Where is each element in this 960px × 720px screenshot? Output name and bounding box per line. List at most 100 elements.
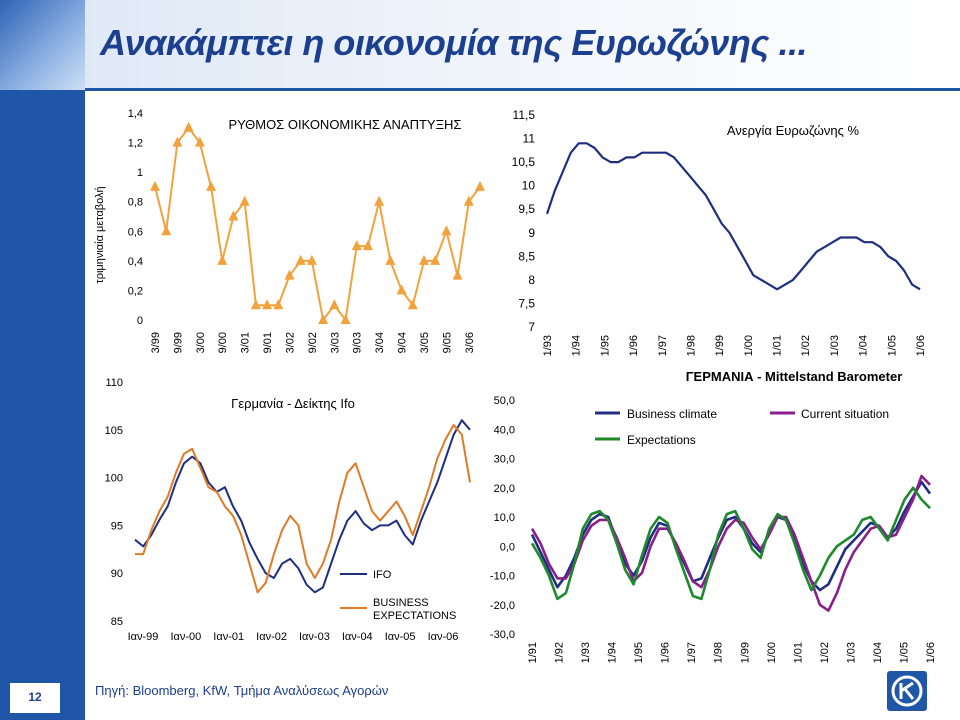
x-tick-label: 1/98 bbox=[713, 642, 725, 663]
gdp-point bbox=[340, 314, 351, 324]
x-tick-label: Ιαν-02 bbox=[256, 631, 287, 643]
gdp-point bbox=[217, 254, 228, 265]
y-tick-label: 10,0 bbox=[494, 512, 515, 524]
gdp-point bbox=[306, 254, 317, 265]
y-tick-label: 1,4 bbox=[128, 108, 143, 120]
x-tick-label: 9/04 bbox=[397, 332, 409, 353]
page-title: Ανακάμπτει η οικονομία της Ευρωζώνης ... bbox=[100, 22, 807, 63]
y-axis-label: τριμηνιαία μεταβολή bbox=[94, 186, 106, 283]
y-tick-label: 40,0 bbox=[494, 424, 515, 436]
ifo-chart: Γερμανία - Δείκτης Ifo 85 90 95 100 105 110 Ια… bbox=[105, 377, 471, 643]
bank-logo bbox=[887, 671, 927, 711]
gdp-point bbox=[183, 121, 194, 132]
x-tick-label: Ιαν-99 bbox=[128, 631, 159, 643]
gdp-point bbox=[441, 225, 452, 236]
title-bar bbox=[85, 0, 960, 90]
gdp-point bbox=[284, 269, 295, 280]
x-tick-label: 3/99 bbox=[150, 332, 162, 353]
y-tick-label: 0,0 bbox=[500, 541, 515, 553]
legend-label-ifo: IFO bbox=[373, 569, 392, 581]
gdp-growth-chart: ΡΥΘΜΟΣ ΟΙΚΟΝΟΜΙΚΗΣ ΑΝΑΠΤΥΞΗΣ τριμηνιαία … bbox=[94, 108, 485, 353]
expectations-series-line bbox=[530, 486, 931, 601]
y-tick-label: 50,0 bbox=[494, 395, 515, 407]
x-tick-label: 3/02 bbox=[284, 332, 296, 353]
gdp-point bbox=[418, 254, 429, 265]
y-tick-label: 0,8 bbox=[128, 197, 143, 209]
x-tick-label: 1/05 bbox=[886, 335, 898, 356]
x-tick-label: 1/00 bbox=[743, 335, 755, 356]
legend-label-current-situation: Current situation bbox=[801, 407, 889, 421]
x-tick-label: 3/00 bbox=[195, 332, 207, 353]
x-tick-label: Ιαν-03 bbox=[299, 631, 330, 643]
expectations-series-line bbox=[135, 424, 471, 594]
x-tick-label: Ιαν-04 bbox=[342, 631, 373, 643]
gdp-point bbox=[228, 210, 239, 221]
gdp-point bbox=[362, 240, 373, 251]
x-tick-label: 1/91 bbox=[527, 642, 539, 663]
gdp-point bbox=[239, 195, 250, 206]
y-tick-label: 85 bbox=[111, 616, 123, 628]
y-tick-label: 8,5 bbox=[518, 249, 535, 263]
business-climate-series-line bbox=[530, 480, 932, 592]
y-tick-label: -20,0 bbox=[490, 600, 515, 612]
logo-corner bbox=[0, 0, 85, 90]
chart-title: ΓΕΡΜΑΝΙΑ - Mittelstand Barometer bbox=[686, 369, 903, 384]
gdp-point bbox=[295, 254, 306, 265]
gdp-point bbox=[351, 240, 362, 251]
y-tick-label: 1 bbox=[137, 167, 143, 179]
gdp-point bbox=[194, 136, 205, 147]
x-tick-label: 9/01 bbox=[262, 332, 274, 353]
y-tick-label: 10,5 bbox=[512, 155, 536, 169]
x-tick-label: 1/03 bbox=[845, 642, 857, 663]
x-tick-label: Ιαν-06 bbox=[428, 631, 459, 643]
x-tick-label: 1/01 bbox=[772, 335, 784, 356]
gdp-point bbox=[273, 299, 284, 310]
y-tick-label: 95 bbox=[111, 520, 123, 532]
gdp-point bbox=[407, 299, 418, 310]
left-sidebar bbox=[0, 90, 85, 720]
unemployment-series-line bbox=[545, 142, 921, 291]
gdp-point bbox=[374, 195, 385, 206]
gdp-point bbox=[161, 225, 172, 236]
x-tick-label: 1/97 bbox=[686, 642, 698, 663]
y-tick-label: 90 bbox=[111, 568, 123, 580]
x-tick-label: 1/05 bbox=[898, 642, 910, 663]
x-tick-label: 1/94 bbox=[571, 335, 583, 356]
y-tick-label: 11 bbox=[523, 132, 536, 146]
x-tick-label: 1/02 bbox=[819, 642, 831, 663]
gdp-point bbox=[329, 299, 340, 310]
y-tick-label: 100 bbox=[105, 473, 123, 485]
mittelstand-chart: ΓΕΡΜΑΝΙΑ - Mittelstand Barometer -30,0 -2… bbox=[490, 369, 937, 663]
x-tick-label: Ιαν-00 bbox=[170, 631, 201, 643]
x-tick-label: 3/04 bbox=[374, 332, 386, 353]
chart-title: Γερμανία - Δείκτης Ifo bbox=[231, 396, 355, 411]
page-number-box bbox=[10, 683, 60, 713]
x-tick-label: 3/06 bbox=[464, 332, 476, 353]
gdp-point bbox=[206, 180, 217, 191]
gdp-point bbox=[250, 299, 261, 310]
page-number: 12 bbox=[28, 690, 42, 704]
x-tick-label: 9/00 bbox=[217, 332, 229, 353]
y-tick-label: 0 bbox=[137, 315, 143, 327]
chart-title: Ανεργία Ευρωζώνης % bbox=[727, 123, 860, 138]
gdp-point bbox=[463, 195, 474, 206]
gdp-point bbox=[475, 180, 485, 191]
y-tick-label: 7,5 bbox=[518, 296, 535, 310]
x-tick-label: 1/99 bbox=[714, 335, 726, 356]
legend-label-expectations: Expectations bbox=[627, 433, 696, 447]
charts-area bbox=[85, 91, 960, 671]
x-tick-label: 1/95 bbox=[633, 642, 645, 663]
x-tick-label: 1/98 bbox=[685, 335, 697, 356]
current-situation-series-line bbox=[530, 474, 931, 612]
x-tick-label: 1/04 bbox=[872, 642, 884, 663]
legend-label-expectations: BUSINESS bbox=[373, 597, 429, 609]
y-tick-label: 1,2 bbox=[128, 138, 143, 150]
y-tick-label: -10,0 bbox=[490, 571, 515, 583]
gdp-point bbox=[452, 269, 463, 280]
x-tick-label: 1/04 bbox=[858, 335, 870, 356]
source-note: Πηγή: Bloomberg, KfW, Τμήμα Αναλύσεως Αγ… bbox=[95, 683, 389, 698]
ifo-series-line bbox=[134, 419, 471, 594]
x-tick-label: 9/02 bbox=[307, 332, 319, 353]
x-tick-label: 3/01 bbox=[240, 332, 252, 353]
y-tick-label: 7 bbox=[528, 320, 535, 334]
